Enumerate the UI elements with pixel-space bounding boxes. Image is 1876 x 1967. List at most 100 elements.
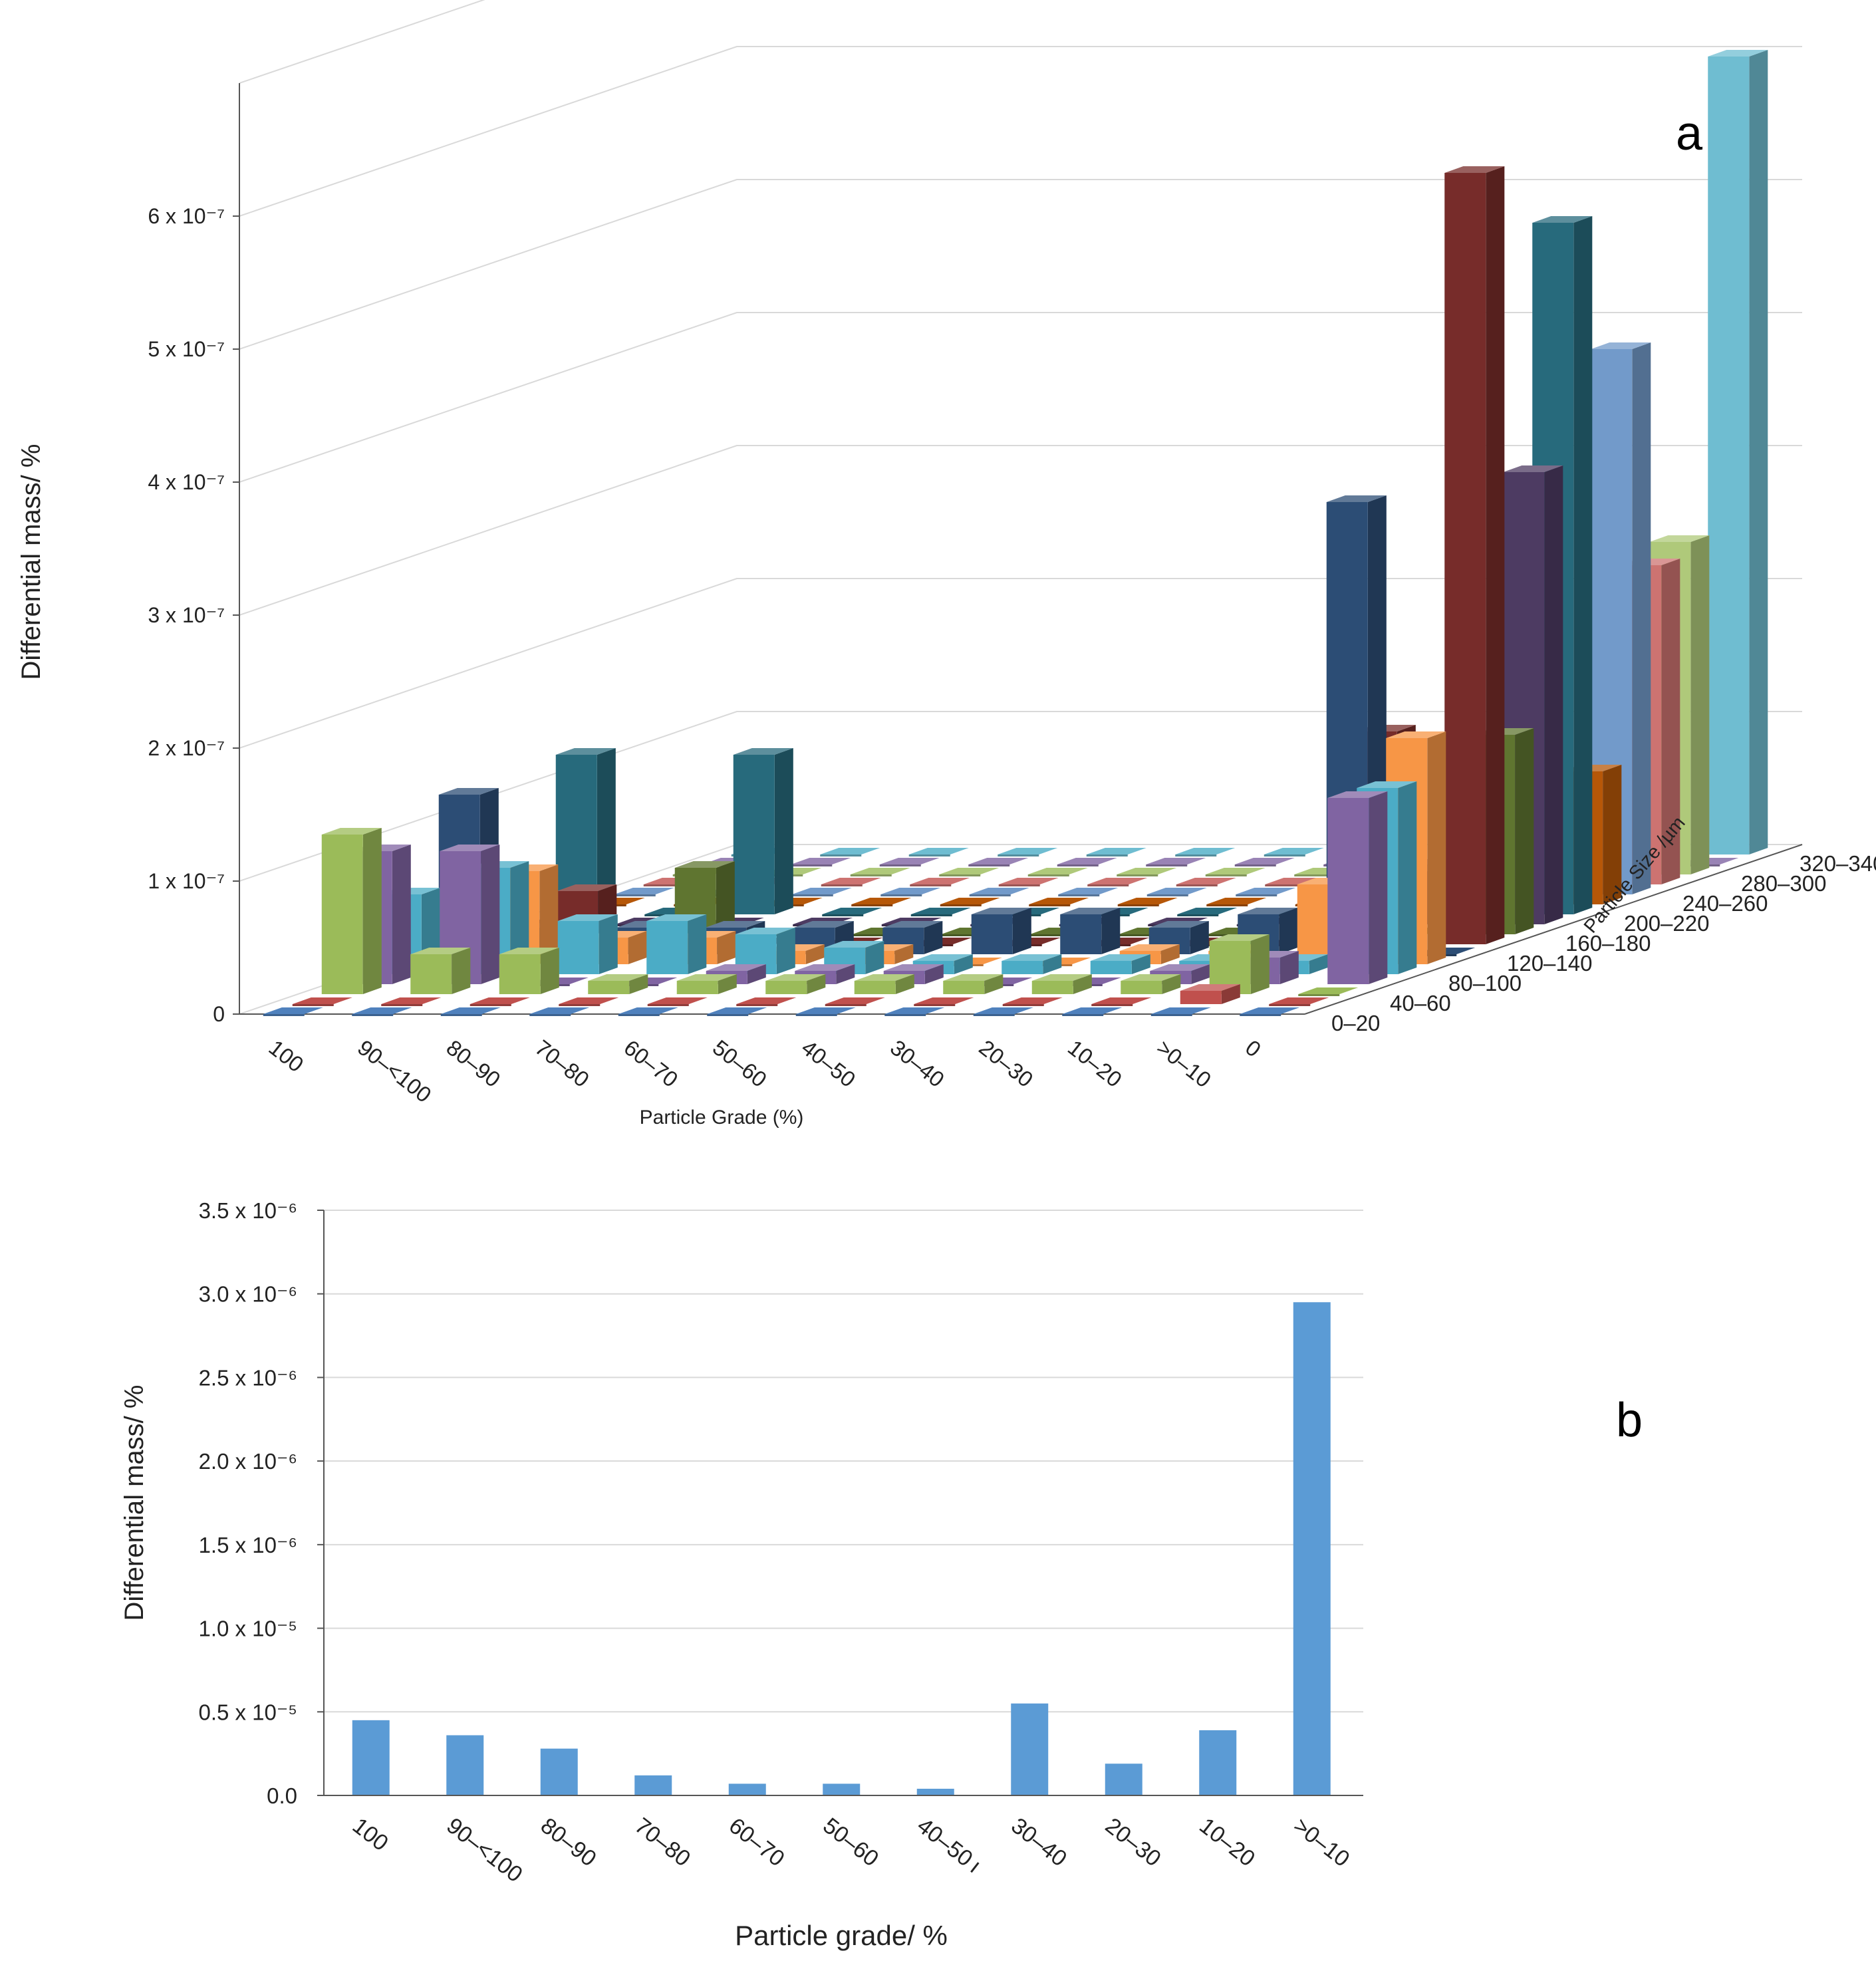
panel-a-zero-marker [910,878,970,884]
panel-a-zero-marker [910,908,971,914]
panel-a-zero-marker-edge [880,894,922,896]
panel-a-zero-marker-edge [469,1004,511,1006]
panel-a-zero-marker [1058,888,1119,894]
panel-a-x-tick-label: 10–20 [1063,1035,1127,1092]
panel-a-bar-front [1121,981,1162,994]
panel-b-y-tick-label: 1.0 x 10⁻⁵ [198,1617,297,1641]
panel-a-zero-marker-edge [1176,884,1218,886]
panel-b-bar [1105,1764,1142,1795]
panel-a-bar-side [1427,731,1446,964]
panel-a-zero-marker [1206,898,1267,904]
panel-a-bar-top [1238,908,1298,914]
panel-b-y-axis-label: Differential mass/ % [120,1385,149,1621]
panel-a-bar-top [321,828,382,835]
panel-a-zero-marker-edge [1062,1014,1104,1016]
panel-a-bar-side [1250,934,1270,994]
panel-a-bar [557,914,618,974]
panel-a-bar-top [1119,944,1180,951]
panel-a-bar-front [588,981,630,994]
panel-b-y-tick-label: 0.5 x 10⁻⁵ [198,1700,297,1724]
panel-a-zero-marker-edge [850,874,892,876]
panel-a-bar-side [452,948,471,994]
panel-a-gridline [239,0,485,84]
panel-a-zero-marker-edge [1029,934,1071,936]
panel-a-depth-tick-label: 0–20 [1331,1011,1380,1035]
panel-a-zero-marker [791,888,852,894]
panel-a-bar-front [410,954,452,994]
panel-a-bar-top [1150,964,1210,971]
panel-a-zero-marker-edge [614,894,656,896]
panel-a-zero-marker [822,908,882,914]
panel-a-zero-marker-edge [1150,1014,1192,1016]
panel-a-depth-axis-line [1304,844,1803,1015]
panel-b-x-tick-label: 10–20 [1194,1813,1260,1871]
panel-a-x-tick-label: 70–80 [531,1035,594,1092]
panel-a-bar [410,948,471,994]
panel-a-zero-marker-edge [910,914,952,916]
panel-a-zero-marker [1234,858,1295,864]
panel-b-x-tick-label: 50–60 [818,1813,883,1871]
panel-a-bar-side [510,861,529,974]
panel-a-zero-marker [791,858,851,864]
panel-a-bar [765,974,826,994]
panel-a-bar-side [717,931,736,964]
panel-a-bar-top [854,974,914,981]
panel-a-zero-marker [1236,888,1296,894]
panel-a-zero-marker-edge [1029,904,1071,906]
panel-a-bar-side [599,914,618,974]
panel-a-bar-side [1190,921,1209,954]
panel-a-bar-side [628,931,647,964]
panel-b-y-tick-label: 2.0 x 10⁻⁶ [199,1449,297,1474]
panel-a-zero-marker-edge [908,854,950,856]
panel-a-bars [321,50,1768,1004]
panel-a-bar-front [1002,961,1043,974]
panel-a-bar-top [1708,50,1768,57]
panel-a-zero-marker [1176,878,1236,884]
panel-a-zero-marker [1177,908,1238,914]
panel-a-zero-marker [736,997,797,1004]
panel-a-zero-marker [795,1007,856,1014]
panel-a-bar-top [555,748,616,755]
panel-a-zero-marker-edge [1002,1004,1044,1006]
panel-a-zero-marker-edge [618,1014,660,1016]
panel-a-zero-marker-edge [559,1004,601,1006]
panel-a-zero-marker [1029,898,1089,904]
panel-a-zero-marker-edge [968,864,1010,866]
panel-a-zero-marker [292,997,352,1004]
panel-a-zero-marker-edge [1087,884,1129,886]
panel-a-depth-tick-label: 160–180 [1565,931,1651,956]
panel-b-bar [352,1720,390,1795]
panel-a-bar [882,921,943,954]
panel-a-x-axis-label: Particle Grade (%) [640,1107,804,1128]
panel-a-zero-marker-edge [1146,864,1188,866]
panel-b-bars [352,1302,1331,1795]
panel-a-bar [943,974,1004,994]
panel-a-bar [1121,974,1181,994]
panel-a-bar-side [1544,465,1563,924]
panel-a-bar-side [774,748,793,914]
panel-a-letter: a [1676,107,1703,160]
panel-b-y-tick-label: 1.5 x 10⁻⁶ [199,1533,297,1557]
panel-a-bar-side [1573,216,1593,914]
panel-a-bar-top [1326,495,1387,502]
panel-a-zero-marker [1087,878,1148,884]
panel-a-bar [1327,791,1388,984]
panel-a-zero-marker-edge [736,1004,778,1006]
panel-b-x-tick-label: 60–70 [724,1813,789,1871]
panel-a-zero-marker [469,997,530,1004]
panel-a-bar [1060,908,1121,954]
panel-a-zero-marker-edge [998,854,1039,856]
panel-b-y-tick-label: 3.5 x 10⁻⁶ [199,1198,297,1223]
panel-a-bar-side [1279,908,1298,954]
panel-a-bar-front [1444,173,1486,944]
panel-a-x-tick-label: 0 [1241,1035,1266,1061]
panel-a-bar-front [854,981,896,994]
panel-a-zero-marker [1298,987,1359,994]
panel-a-zero-marker-edge [352,1014,394,1016]
panel-a-bar-top [1591,342,1651,349]
panel-b-bar [916,1788,954,1795]
panel-a-zero-marker [647,997,708,1004]
panel-a-bar-top [440,845,500,851]
panel-a-bar-top [705,921,765,928]
